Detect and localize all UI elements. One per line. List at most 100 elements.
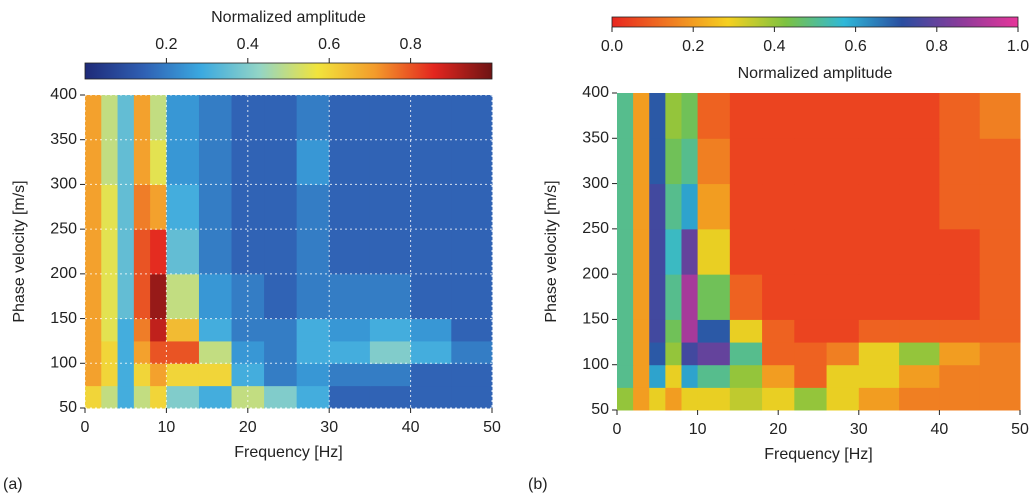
heatmap-cell [451,385,493,409]
heatmap-cell [729,93,763,139]
y-tick-label: 400 [50,86,77,103]
heatmap-cell [939,183,981,230]
heatmap-cell [681,93,699,139]
heatmap-cell [939,364,981,388]
heatmap-cell [826,364,860,388]
heatmap-cell [166,385,200,409]
heatmap-cell [117,363,135,387]
heatmap-cell [150,363,167,387]
heatmap-cell [665,364,682,388]
heatmap-cell [369,95,412,141]
heatmap-cell [697,342,731,366]
heatmap-cell [117,139,135,185]
heatmap-cell [264,363,298,387]
heatmap-cell [633,138,650,185]
heatmap-cell [697,138,731,185]
heatmap-cell [665,183,682,230]
heatmap-cell [133,340,151,364]
heatmap-cell [329,318,371,342]
heatmap-cell [166,318,200,342]
heatmap-cell [133,363,151,387]
y-tick-label: 100 [50,355,77,372]
heatmap-cell [794,93,828,139]
heatmap-cell [117,229,135,275]
heatmap-cell [681,342,699,366]
x-tick-label: 20 [769,421,787,438]
heatmap-cell [329,273,371,320]
heatmap-cell [101,385,119,409]
heatmap-cell [762,364,795,388]
heatmap-cell [826,342,860,366]
heatmap-cell [410,340,452,364]
heatmap-cell [858,138,900,185]
heatmap-cell [264,184,298,230]
heatmap-cell [617,138,634,185]
heatmap-cell [826,274,860,320]
colorbar [611,16,1019,28]
heatmap-cell [826,138,860,185]
heatmap-cell [762,183,795,230]
colorbar-tick-label: 0.8 [926,38,948,55]
heatmap-cell [101,95,119,141]
heatmap-cell [264,273,298,320]
panel-label: (a) [3,476,23,493]
heatmap-cell [150,273,167,320]
heatmap-cell [697,364,731,388]
heatmap-cell [198,385,233,409]
heatmap-cell [166,184,200,230]
heatmap-cell [296,318,330,342]
y-tick-label: 100 [582,356,609,373]
heatmap-cell [198,229,233,275]
heatmap-cell [451,273,493,320]
heatmap-cell [296,229,330,275]
colorbar [84,62,493,80]
heatmap-cell [329,385,371,409]
heatmap-cell [166,229,200,275]
heatmap-cell [858,364,900,388]
heatmap-cell [858,319,900,343]
x-tick-label: 40 [402,419,420,436]
y-tick-label: 300 [50,176,77,193]
heatmap-cell [665,93,682,139]
heatmap-cell [899,319,940,343]
heatmap-cell [296,340,330,364]
heatmap-cell [198,318,233,342]
x-tick-label: 50 [1011,421,1029,438]
heatmap-cell [617,228,634,275]
heatmap-cell [451,363,493,387]
heatmap-cell [296,139,330,185]
heatmap-cell [858,183,900,230]
heatmap-cell [762,274,795,320]
y-tick-label: 250 [50,220,77,237]
heatmap-cell [939,228,981,275]
heatmap-cell [117,95,135,141]
heatmap-cell [649,274,666,320]
heatmap-cell [979,228,1021,275]
heatmap-cell [85,229,102,275]
heatmap-cell [697,319,731,343]
heatmap-cell [133,95,151,141]
heatmap-cell [899,93,940,139]
heatmap-cell [85,139,102,185]
heatmap-cell [117,340,135,364]
heatmap-cell [264,318,298,342]
heatmap-cell [85,95,102,141]
heatmap-cell [633,319,650,343]
colorbar-tick-label: 1.0 [1007,38,1029,55]
x-tick-label: 10 [158,419,176,436]
x-tick-label: 0 [613,421,622,438]
heatmap-cell [617,364,634,388]
heatmap-cell [794,274,828,320]
heatmap-cell [899,274,940,320]
heatmap-cell [231,385,265,409]
heatmap-cell [264,95,298,141]
x-axis-label: Frequency [Hz] [234,444,342,461]
heatmap-cell [264,385,298,409]
heatmap-cell [117,184,135,230]
heatmap-cell [369,318,412,342]
heatmap-cell [101,273,119,320]
heatmap-cell [133,273,151,320]
heatmap-cell [410,229,452,275]
heatmap-cell [649,228,666,275]
